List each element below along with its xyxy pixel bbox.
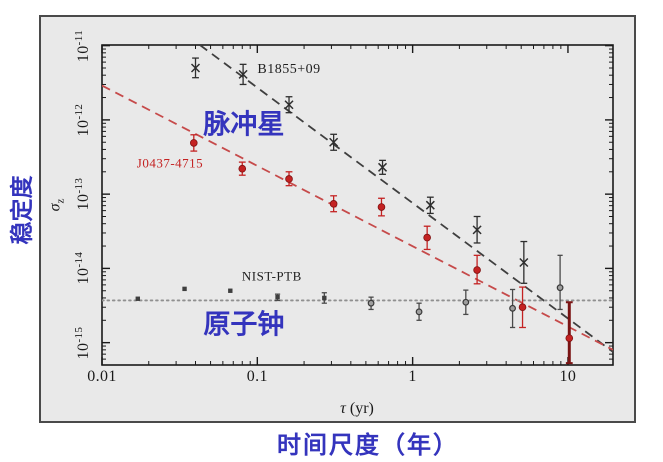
- x-tick-label: 0.01: [87, 368, 117, 385]
- y-axis-title-chinese: 稳定度: [8, 175, 35, 245]
- x-axis-title-chinese: 时间尺度（年）: [277, 432, 459, 459]
- y-axis-label: σz: [46, 198, 67, 212]
- data-point-x: [519, 257, 529, 268]
- data-point-circle: [238, 164, 247, 173]
- annotation-pulsar-label: 脉冲星: [203, 109, 285, 140]
- annotation-j0437-label: J0437-4715: [136, 155, 204, 171]
- data-point-dot: [556, 284, 564, 292]
- figure-panel: [39, 15, 636, 423]
- data-point-dot: [415, 308, 423, 316]
- data-point-square: [275, 294, 280, 300]
- data-point-circle: [285, 175, 293, 183]
- plot-frame: [101, 44, 614, 366]
- data-point-square: [228, 288, 233, 293]
- data-point-dot: [367, 299, 375, 307]
- sigma-subscript: z: [54, 198, 67, 204]
- data-point-x: [329, 137, 339, 147]
- annotation-nist-label: NIST-PTB: [241, 268, 302, 284]
- data-point-circle: [565, 334, 574, 342]
- data-point-dot: [509, 304, 516, 312]
- y-tick-label: 10-11: [72, 29, 93, 62]
- data-point-circle: [518, 303, 527, 312]
- data-point-square: [182, 286, 187, 292]
- data-point-square: [322, 295, 327, 301]
- data-point-square: [135, 296, 140, 301]
- data-point-x: [284, 100, 294, 110]
- data-point-circle: [377, 203, 386, 211]
- data-point-circle: [329, 200, 338, 208]
- trend-j0437: [102, 84, 613, 351]
- y-tick-label: 10-15: [72, 326, 93, 359]
- data-point-circle: [473, 266, 481, 274]
- series-nist: [135, 254, 564, 329]
- data-point-x: [238, 69, 248, 79]
- tau-symbol: τ: [340, 400, 346, 417]
- data-point-dot: [462, 298, 470, 306]
- series-j0437: [190, 134, 574, 365]
- x-tick-label: 0.1: [246, 368, 268, 385]
- data-point-circle: [190, 139, 198, 147]
- annotation-b1855-label: B1855+09: [257, 61, 321, 77]
- y-tick-label: 10-14: [72, 252, 93, 285]
- series-b1855: [190, 57, 529, 284]
- y-tick-label: 10-13: [72, 177, 93, 211]
- data-point-x: [190, 63, 201, 73]
- trend-lines: [102, 45, 613, 353]
- data-point-x: [425, 200, 435, 210]
- data-point-x: [472, 225, 482, 235]
- y-tick-label: 10-12: [72, 103, 93, 137]
- data-point-circle: [423, 233, 431, 242]
- annotation-clock-label: 原子钟: [203, 309, 285, 340]
- x-axis-label: τ (yr): [340, 401, 374, 417]
- data-point-x: [378, 162, 388, 172]
- tau-unit: (yr): [345, 400, 374, 417]
- x-tick-label: 10: [559, 368, 577, 385]
- sigma-symbol: σ: [46, 203, 64, 212]
- x-tick-label: 1: [408, 368, 417, 385]
